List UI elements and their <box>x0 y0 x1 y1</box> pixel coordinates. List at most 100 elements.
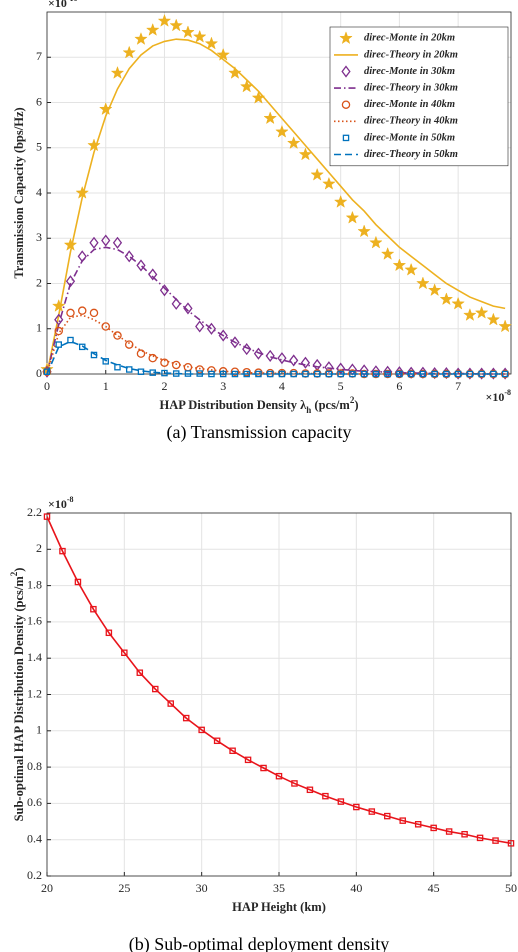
axis-multiplier: ×10-10 <box>48 0 78 10</box>
square-marker <box>182 714 190 722</box>
y-tick-label: 0 <box>36 366 42 380</box>
star-marker <box>345 210 360 224</box>
legend-label: direc-Theory in 30km <box>364 83 458 94</box>
x-axis-label: HAP Distribution Density λh (pcs/m2) <box>159 395 358 415</box>
diamond-marker <box>183 302 193 315</box>
square-marker <box>260 764 267 772</box>
series-line <box>46 340 506 375</box>
diamond-marker <box>359 364 369 377</box>
star-marker <box>51 298 66 312</box>
square-marker <box>43 368 51 375</box>
multiplier-base: ×10 <box>48 0 67 10</box>
square-marker <box>342 134 350 142</box>
star-marker <box>369 235 383 249</box>
square-marker <box>105 629 113 637</box>
square-marker <box>213 737 221 745</box>
star-marker <box>451 296 465 310</box>
square-marker <box>67 336 74 344</box>
y-tick-label: 1.6 <box>27 614 42 628</box>
x-tick-label: 7 <box>455 379 461 393</box>
square-marker <box>198 726 205 734</box>
y-tick-label: 1 <box>36 723 42 737</box>
y-tick-label: 6 <box>36 94 42 108</box>
star-marker <box>439 292 454 306</box>
legend-label: direc-Theory in 40km <box>364 116 458 127</box>
square-marker <box>384 812 391 820</box>
star-marker <box>181 25 195 39</box>
diamond-marker <box>89 236 99 249</box>
y-tick-label: 2.2 <box>27 505 42 519</box>
legend-label: direc-Monte in 20km <box>364 33 455 44</box>
diamond-marker <box>54 313 64 326</box>
x-tick-label: 40 <box>350 881 362 895</box>
circle-marker <box>341 100 351 109</box>
star-marker <box>357 224 371 238</box>
circle-marker <box>89 308 99 318</box>
square-marker <box>507 840 515 847</box>
square-marker <box>121 649 128 657</box>
legend-label: direc-Theory in 20km <box>364 49 458 60</box>
square-marker <box>368 808 376 815</box>
label-part: (pcs/m <box>311 398 350 412</box>
x-tick-label: 2 <box>161 379 167 393</box>
y-axis-label: Sub-optimal HAP Distribution Density (pc… <box>9 568 26 822</box>
star-marker <box>474 305 489 319</box>
x-tick-label: 20 <box>41 881 53 895</box>
diamond-marker <box>265 349 275 362</box>
multiplier-base: ×10 <box>48 497 67 511</box>
axis-multiplier: ×10-8 <box>485 388 511 403</box>
square-marker <box>306 786 314 794</box>
x-tick-label: 6 <box>396 379 402 393</box>
star-marker <box>275 124 289 138</box>
star-marker <box>486 312 501 326</box>
axis-multiplier: ×10-8 <box>48 495 74 510</box>
caption: (a) Transmission capacity <box>167 422 352 443</box>
x-tick-label: 45 <box>428 881 440 895</box>
series-line <box>46 38 506 375</box>
y-tick-label: 3 <box>36 230 42 244</box>
x-tick-label: 3 <box>220 379 226 393</box>
x-tick-label: 35 <box>273 881 285 895</box>
y-tick-label: 2 <box>36 275 42 289</box>
y-tick-label: 0.6 <box>27 795 42 809</box>
plot-frame <box>46 512 512 877</box>
star-marker <box>427 283 442 297</box>
star-marker <box>404 262 418 276</box>
y-tick-label: 4 <box>36 185 42 199</box>
square-marker <box>114 363 121 371</box>
square-marker <box>102 358 109 365</box>
label-part: 2 <box>9 571 19 576</box>
square-marker <box>337 798 345 805</box>
label-part: 2 <box>350 395 355 405</box>
star-marker <box>463 308 477 321</box>
star-marker <box>322 176 336 190</box>
x-tick-label: 30 <box>196 881 208 895</box>
label-part: ) <box>12 568 26 572</box>
y-tick-label: 1.2 <box>27 686 42 700</box>
star-marker <box>498 319 512 333</box>
star-marker <box>380 246 395 260</box>
square-marker <box>291 780 298 787</box>
square-marker <box>322 792 329 800</box>
y-tick-label: 7 <box>36 49 42 63</box>
circle-marker <box>160 358 169 367</box>
star-marker <box>216 47 230 61</box>
label-part: ) <box>354 398 358 412</box>
diamond-marker <box>341 65 351 78</box>
diamond-marker <box>148 268 158 281</box>
y-tick-label: 1.8 <box>27 577 42 591</box>
square-marker <box>43 513 51 520</box>
square-marker <box>430 824 437 832</box>
diamond-marker <box>112 236 123 249</box>
legend-label: direc-Monte in 30km <box>364 66 455 77</box>
y-tick-label: 0.4 <box>27 831 42 845</box>
star-marker <box>145 22 160 36</box>
square-marker <box>152 685 159 693</box>
star-marker <box>228 65 242 79</box>
y-axis-label: Transmission Capacity (bps/Hz) <box>12 107 26 278</box>
diamond-marker <box>159 284 170 297</box>
circle-marker <box>42 367 52 376</box>
x-tick-label: 1 <box>103 379 109 393</box>
